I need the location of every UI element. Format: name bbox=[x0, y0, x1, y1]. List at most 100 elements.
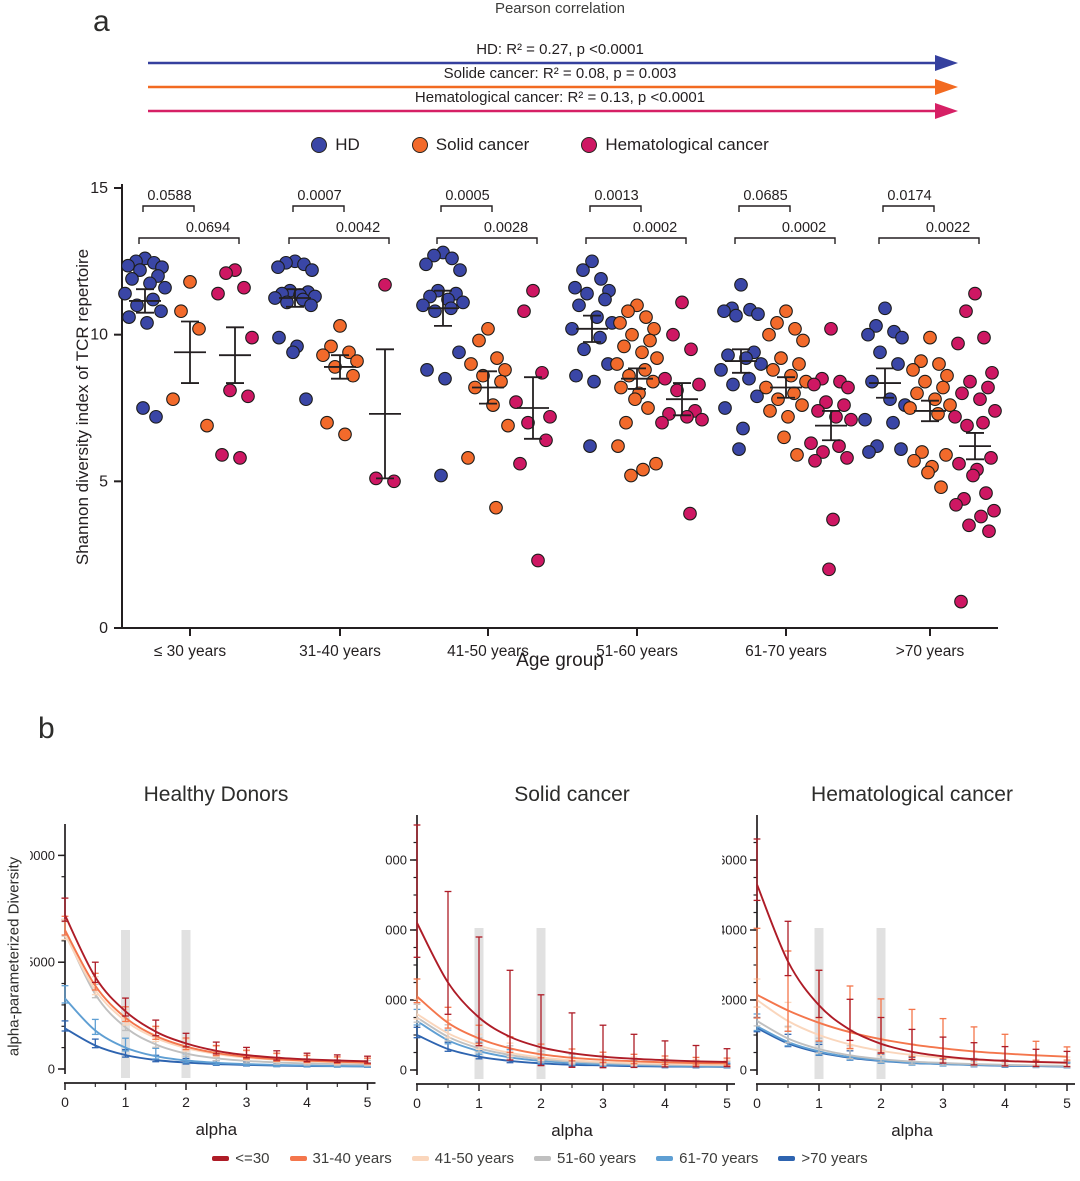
x-axis-label: alpha bbox=[195, 1120, 237, 1139]
scatter-point bbox=[420, 363, 434, 377]
scatter-point bbox=[670, 383, 684, 398]
scatter-point bbox=[628, 392, 642, 407]
significance-brackets-group-4: 0.0685 0.0002 bbox=[734, 188, 836, 244]
scatter-point bbox=[865, 374, 879, 389]
scatter-point bbox=[862, 445, 876, 459]
scatter-point bbox=[751, 307, 765, 321]
scatter-point bbox=[219, 266, 233, 280]
scatter-point bbox=[613, 316, 627, 330]
p-value-label: 0.0588 bbox=[147, 188, 191, 204]
correlation-arrowhead-hd bbox=[935, 55, 958, 71]
scatter-point bbox=[987, 503, 1001, 518]
solid-cancer-diversity-chart: 0 2000 4000 6000 0 1 2 3 4 5 alpha bbox=[385, 815, 735, 1140]
significance-brackets-group-3: 0.0013 0.0002 bbox=[585, 188, 687, 244]
shannon-diversity-scatter-plot: 0 5 10 15 ≤ 30 years 31-40 years 41-50 years 51… bbox=[90, 180, 1002, 660]
mean-sem-bar-hema-group-0 bbox=[219, 326, 251, 384]
scatter-point bbox=[734, 277, 748, 292]
scatter-point bbox=[655, 415, 669, 430]
age-legend-item-31-40-years: 31-40 years bbox=[289, 1150, 392, 1167]
scatter-point bbox=[816, 445, 830, 459]
scatter-point bbox=[771, 392, 785, 407]
correlation-text-hd: HD: R² = 0.27, p <0.0001 bbox=[476, 41, 644, 58]
chart-title-hematological-cancer: Hematological cancer bbox=[811, 783, 1013, 806]
scatter-point bbox=[906, 363, 920, 377]
scatter-point bbox=[146, 292, 160, 307]
scatter-points-HD-group-1 bbox=[268, 254, 322, 407]
scatter-point bbox=[428, 304, 442, 319]
scatter-point bbox=[907, 453, 921, 468]
scatter-points-HD-group-4 bbox=[714, 277, 768, 456]
scatter-point bbox=[636, 462, 650, 477]
scatter-point bbox=[931, 407, 945, 421]
scatter-point bbox=[576, 263, 590, 277]
scatter-point bbox=[932, 357, 946, 371]
scatter-point bbox=[750, 389, 764, 404]
x-tick-label: 5 bbox=[364, 1094, 372, 1110]
diversity-y-axis-label: alpha-parameterized Diversity bbox=[5, 856, 23, 1057]
scatter-point bbox=[233, 451, 247, 465]
scatter-point bbox=[894, 442, 908, 456]
scatter-points-HD-group-2 bbox=[416, 245, 470, 483]
scatter-point bbox=[304, 298, 318, 313]
scatter-point bbox=[808, 453, 822, 468]
legend-label: Solid cancer bbox=[435, 135, 530, 154]
pearson-correlation-title: Pearson correlation bbox=[494, 0, 626, 17]
scatter-point bbox=[822, 562, 836, 577]
scatter-point bbox=[976, 415, 990, 430]
x-tick-label: 0 bbox=[61, 1094, 69, 1110]
scatter-point bbox=[742, 371, 756, 386]
scatter-point bbox=[350, 354, 364, 368]
highlight-band-alpha-2 bbox=[181, 930, 191, 1078]
age-legend-label: <=30 bbox=[235, 1150, 270, 1167]
scatter-point bbox=[979, 486, 993, 500]
x-tick-label: 0 bbox=[753, 1095, 761, 1111]
y-tick-label: 4000 bbox=[722, 923, 747, 938]
p-value-label: 0.0005 bbox=[445, 188, 489, 204]
significance-brackets-group-1: 0.0007 0.0042 bbox=[288, 188, 390, 244]
legend-dot-icon bbox=[581, 137, 598, 153]
mean-sem-bar-HD-group-0 bbox=[129, 288, 161, 314]
scatter-point bbox=[419, 257, 433, 272]
significance-brackets-group-2: 0.0005 0.0028 bbox=[436, 188, 538, 244]
scatter-point bbox=[714, 363, 728, 377]
p-value-label: 0.0685 bbox=[743, 188, 787, 204]
scatter-point bbox=[305, 263, 319, 277]
scatter-point bbox=[245, 330, 259, 345]
scatter-point bbox=[985, 365, 999, 380]
scatter-points-hema-group-5 bbox=[948, 286, 1002, 609]
x-tick-label: 5 bbox=[723, 1095, 731, 1111]
scatter-point bbox=[666, 327, 680, 342]
series-curve bbox=[64, 931, 368, 1066]
scatter-point bbox=[624, 468, 638, 483]
legend-label: Hematological cancer bbox=[605, 135, 769, 154]
scatter-point bbox=[543, 409, 557, 424]
scatter-point bbox=[959, 304, 973, 319]
mean-sem-bar-solid-group-3 bbox=[621, 367, 653, 390]
correlation-arrowhead-solid bbox=[935, 79, 958, 95]
series-curve bbox=[64, 914, 368, 1063]
scatter-point bbox=[517, 304, 531, 319]
scatter-point bbox=[481, 321, 495, 336]
scatter-point bbox=[531, 553, 545, 568]
scatter-point bbox=[915, 445, 929, 459]
age-legend-item-51-60-years: 51-60 years bbox=[533, 1150, 636, 1167]
y-tick-label: 0 bbox=[740, 1063, 747, 1078]
age-legend-swatch-icon bbox=[212, 1156, 230, 1161]
x-axis-label: alpha bbox=[891, 1121, 933, 1140]
x-tick-label: 3 bbox=[939, 1095, 947, 1111]
mean-sem-bar-hema-group-5 bbox=[959, 432, 991, 461]
scatter-point bbox=[984, 451, 998, 465]
scatter-point bbox=[647, 321, 661, 336]
mean-sem-bar-hema-group-3 bbox=[666, 382, 698, 417]
scatter-point bbox=[539, 433, 553, 448]
scatter-point bbox=[873, 345, 887, 360]
scatter-points-solid-group-0 bbox=[166, 275, 214, 433]
series-curve bbox=[756, 1020, 1068, 1067]
chart-title-solid-cancer: Solid cancer bbox=[514, 783, 630, 806]
scatter-point bbox=[641, 401, 655, 415]
scatter-x-axis-label: Age group bbox=[516, 650, 604, 671]
p-value-label: 0.0174 bbox=[887, 188, 931, 204]
scatter-point bbox=[721, 348, 735, 363]
scatter-point bbox=[619, 415, 633, 430]
scatter-point bbox=[590, 310, 604, 324]
